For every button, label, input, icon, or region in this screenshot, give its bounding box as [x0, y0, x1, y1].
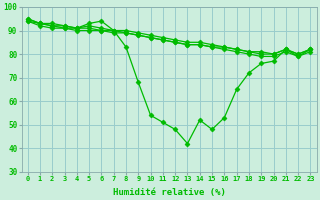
X-axis label: Humidité relative (%): Humidité relative (%)	[113, 188, 226, 197]
